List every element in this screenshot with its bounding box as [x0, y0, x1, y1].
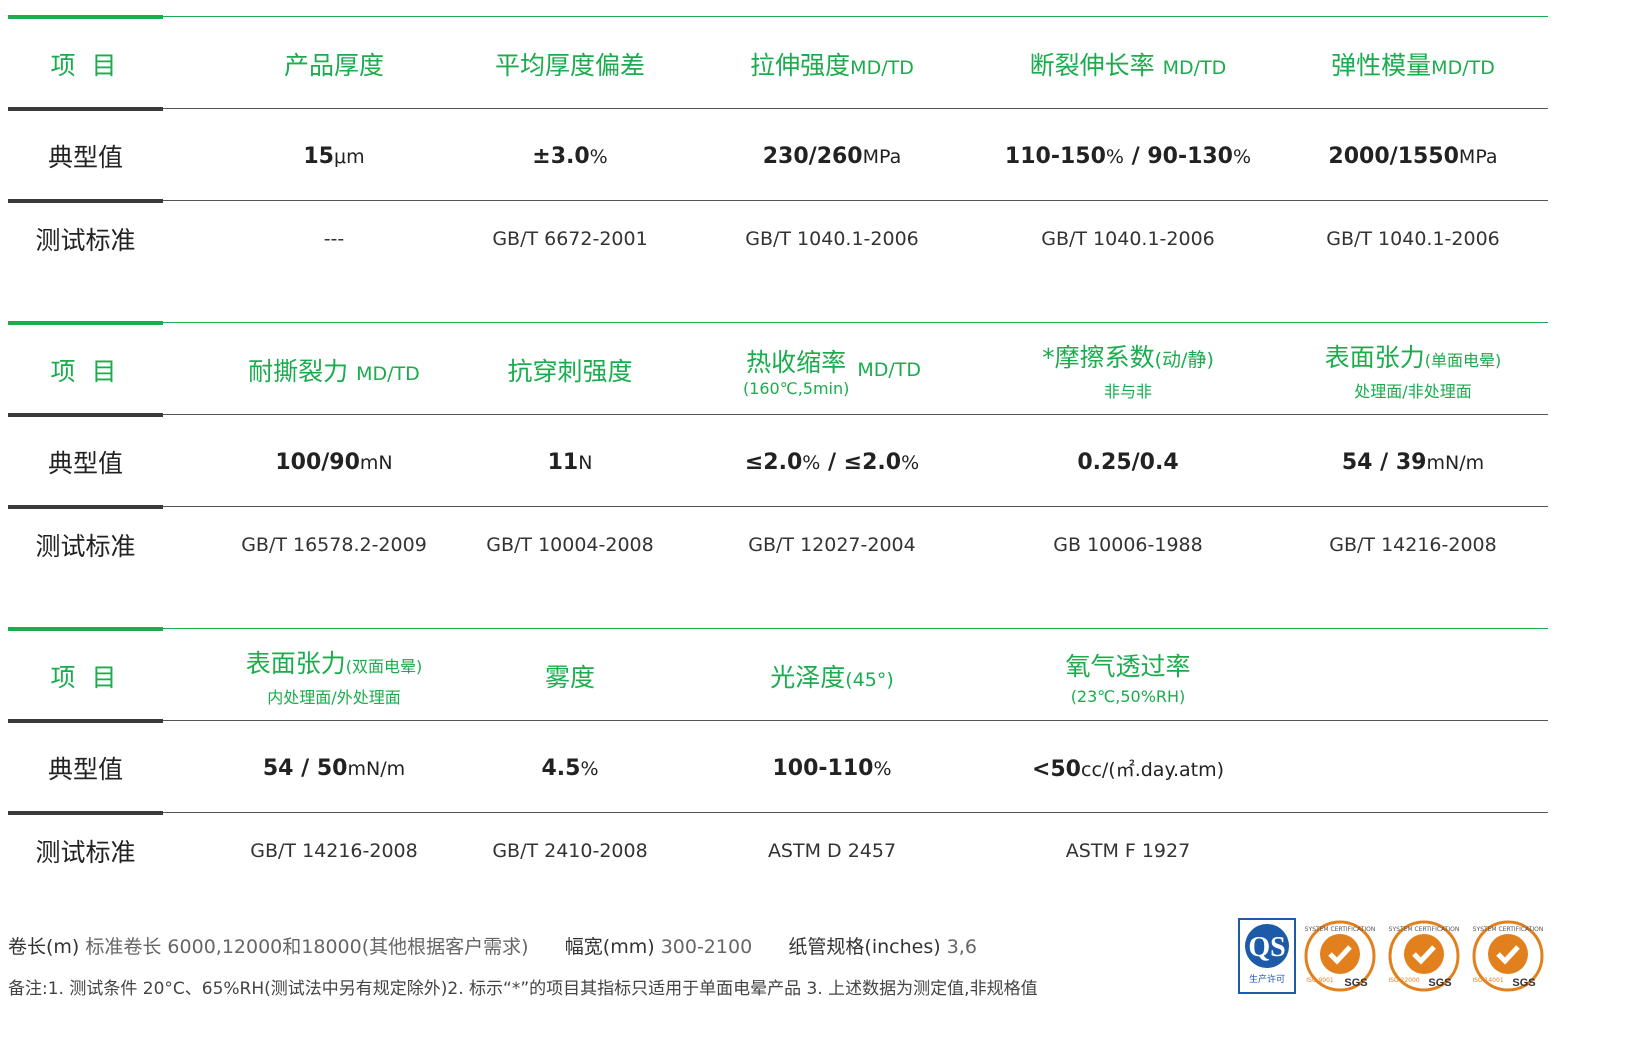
svg-text:SGS: SGS	[1512, 977, 1535, 989]
header-friction-coefficient: *摩擦系数(动/静)	[1042, 343, 1214, 372]
svg-text:生产许可: 生产许可	[1249, 973, 1285, 985]
header-friction-sub: 非与非	[1103, 382, 1152, 401]
value-elongation: 110-150% / 90-130%	[1004, 143, 1252, 169]
header-surface-tension-single: 表面张力(单面电晕)	[1324, 343, 1502, 372]
roll-spec-line: 卷长(m) 标准卷长 6000,12000和18000(其他根据客户需求) 幅宽…	[8, 932, 977, 959]
std-tensile-strength: GB/T 1040.1-2006	[745, 228, 919, 250]
std-oxygen-transmission: ASTM F 1927	[1065, 840, 1191, 862]
dark-rule	[8, 719, 1548, 723]
std-haze: GB/T 2410-2008	[492, 840, 648, 862]
qs-license-icon: QS 生产许可	[1238, 918, 1296, 994]
svg-text:SGS: SGS	[1344, 977, 1367, 989]
header-row: 项 目 表面张力(双面电晕) 内处理面/外处理面 雾度 光泽度(45°) 氧气透过…	[8, 632, 1548, 720]
remarks: 备注:1. 测试条件 20°C、65%RH(测试法中另有规定除外)2. 标示“*…	[8, 979, 1038, 999]
green-rule	[8, 627, 1548, 631]
dark-rule	[8, 199, 1548, 203]
value-oxygen-transmission: <50cc/(㎡.day.atm)	[1031, 756, 1225, 782]
svg-text:ISO 9001: ISO 9001	[1306, 977, 1334, 984]
header-puncture-strength: 抗穿刺强度	[507, 357, 633, 386]
core-value: 3,6	[946, 936, 977, 958]
value-tensile-strength: 230/260MPa	[762, 143, 902, 169]
std-surface-tension-double: GB/T 14216-2008	[250, 840, 418, 862]
header-thickness-deviation: 平均厚度偏差	[494, 51, 645, 80]
standard-label: 测试标准	[35, 532, 136, 561]
value-tear-strength: 100/90mN	[275, 449, 393, 475]
sgs-iso-22000-icon: SYSTEM CERTIFICATION SGS ISO 22000	[1388, 920, 1460, 992]
std-elongation: GB/T 1040.1-2006	[1041, 228, 1215, 250]
std-thickness: ---	[323, 228, 345, 250]
typical-label: 典型值	[47, 755, 123, 784]
roll-length-value: 标准卷长 6000,12000和18000(其他根据客户需求)	[85, 936, 529, 958]
standard-label: 测试标准	[35, 838, 136, 867]
header-thickness: 产品厚度	[283, 51, 384, 80]
dark-rule	[8, 811, 1548, 815]
item-label: 项 目	[50, 51, 121, 80]
value-surface-tension-double: 54 / 50mN/m	[262, 755, 406, 781]
value-thickness: 15μm	[303, 143, 365, 169]
std-heat-shrinkage: GB/T 12027-2004	[748, 534, 916, 556]
dark-rule	[8, 413, 1548, 417]
value-surface-tension-single: 54 / 39mN/m	[1341, 449, 1485, 475]
width-value: 300-2100	[660, 936, 753, 958]
standard-label: 测试标准	[35, 226, 136, 255]
typical-row: 典型值 15μm ±3.0% 230/260MPa 110-150% / 90-…	[8, 112, 1548, 200]
std-thickness-deviation: GB/T 6672-2001	[492, 228, 648, 250]
header-surface-tension-double-sub: 内处理面/外处理面	[267, 688, 401, 707]
dark-rule	[8, 107, 1548, 111]
header-oxygen-sub: (23℃,50%RH)	[1070, 686, 1186, 706]
header-surface-tension-double: 表面张力(双面电晕)	[245, 649, 423, 678]
header-row: 项 目 产品厚度 平均厚度偏差 拉伸强度MD/TD 断裂伸长率 MD/TD 弹性…	[8, 20, 1548, 108]
typical-row: 典型值 100/90mN 11N ≤2.0% / ≤2.0% 0.25/0.4 …	[8, 418, 1548, 506]
svg-text:ISO 14001: ISO 14001	[1472, 977, 1503, 984]
std-tear-strength: GB/T 16578.2-2009	[241, 534, 427, 556]
green-rule	[8, 321, 1548, 325]
header-oxygen-transmission: 氧气透过率	[1065, 651, 1191, 681]
sgs-iso-9001-icon: SYSTEM CERTIFICATION SGS ISO 9001	[1304, 920, 1376, 992]
roll-length-key: 卷长(m)	[8, 936, 80, 958]
value-gloss: 100-110%	[772, 755, 892, 781]
std-modulus: GB/T 1040.1-2006	[1326, 228, 1500, 250]
header-heat-shrinkage: 热收缩率 (160℃,5min) MD/TD	[742, 347, 922, 398]
header-modulus: 弹性模量MD/TD	[1331, 51, 1495, 80]
value-friction-coefficient: 0.25/0.4	[1077, 449, 1179, 475]
svg-text:SYSTEM CERTIFICATION: SYSTEM CERTIFICATION	[1473, 926, 1544, 933]
value-heat-shrinkage: ≤2.0% / ≤2.0%	[744, 449, 920, 475]
std-friction-coefficient: GB 10006-1988	[1053, 534, 1203, 556]
value-haze: 4.5%	[541, 755, 599, 781]
typical-label: 典型值	[47, 449, 123, 478]
header-tensile-strength: 拉伸强度MD/TD	[750, 51, 914, 80]
core-key: 纸管规格(inches)	[788, 936, 941, 958]
value-puncture-strength: 11N	[547, 449, 593, 475]
typical-row: 典型值 54 / 50mN/m 4.5% 100-110% <50cc/(㎡.d…	[8, 724, 1548, 812]
green-rule	[8, 15, 1548, 19]
std-gloss: ASTM D 2457	[767, 840, 897, 862]
width-key: 幅宽(mm)	[564, 936, 655, 958]
dark-rule	[8, 505, 1548, 509]
sgs-iso-14001-icon: SYSTEM CERTIFICATION SGS ISO 14001	[1472, 920, 1544, 992]
header-elongation: 断裂伸长率 MD/TD	[1029, 51, 1227, 80]
item-label: 项 目	[50, 663, 121, 692]
value-modulus: 2000/1550MPa	[1328, 143, 1498, 169]
value-thickness-deviation: ±3.0%	[532, 143, 608, 169]
svg-text:SYSTEM CERTIFICATION: SYSTEM CERTIFICATION	[1389, 926, 1460, 933]
std-puncture-strength: GB/T 10004-2008	[486, 534, 654, 556]
std-surface-tension-single: GB/T 14216-2008	[1329, 534, 1497, 556]
header-tear-strength: 耐撕裂力 MD/TD	[248, 357, 420, 386]
typical-label: 典型值	[47, 143, 123, 172]
header-surface-tension-sub: 处理面/非处理面	[1354, 382, 1472, 401]
standard-row: 测试标准 --- GB/T 6672-2001 GB/T 1040.1-2006…	[8, 204, 1548, 274]
header-row: 项 目 耐撕裂力 MD/TD 抗穿刺强度 热收缩率 (160℃,5min) MD/…	[8, 326, 1548, 414]
header-haze: 雾度	[544, 663, 595, 692]
item-label: 项 目	[50, 357, 121, 386]
header-gloss: 光泽度(45°)	[770, 663, 894, 692]
svg-text:QS: QS	[1248, 932, 1285, 963]
svg-text:SGS: SGS	[1428, 977, 1451, 989]
svg-text:SYSTEM CERTIFICATION: SYSTEM CERTIFICATION	[1305, 926, 1376, 933]
certification-logos: QS 生产许可 SYSTEM CERTIFICATION SGS ISO 900…	[1238, 918, 1548, 996]
standard-row: 测试标准 GB/T 14216-2008 GB/T 2410-2008 ASTM…	[8, 816, 1548, 886]
svg-text:ISO 22000: ISO 22000	[1388, 977, 1419, 984]
standard-row: 测试标准 GB/T 16578.2-2009 GB/T 10004-2008 G…	[8, 510, 1548, 580]
